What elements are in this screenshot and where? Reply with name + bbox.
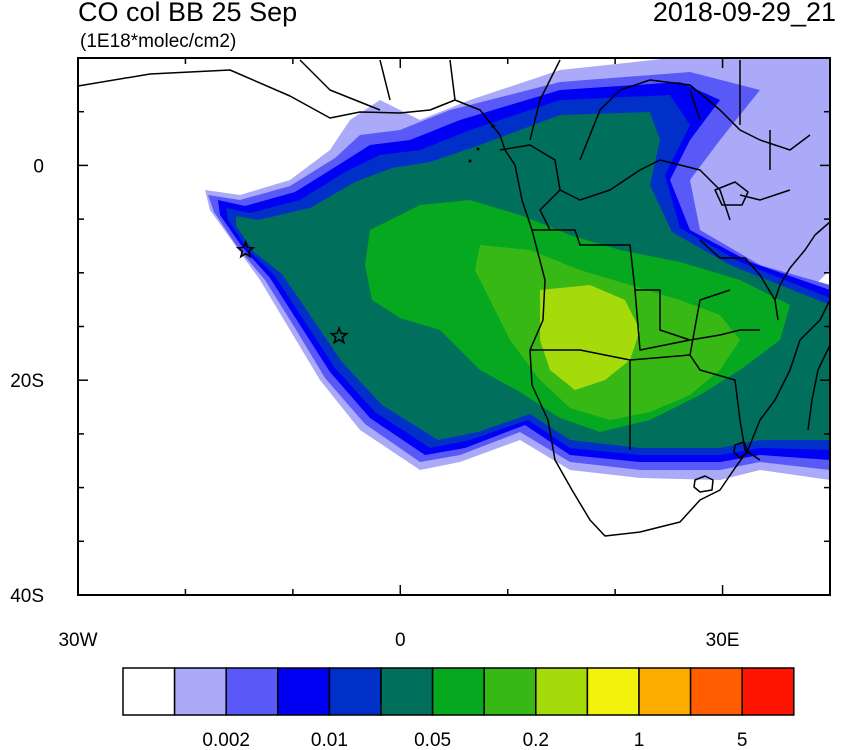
colorbar-box: [122, 667, 176, 716]
lesotho-border: [693, 475, 714, 493]
colorbar-box: [586, 667, 640, 716]
colorbar-box: [638, 667, 692, 716]
colorbar-box: [277, 667, 331, 716]
coastline-west-africa: [78, 69, 830, 537]
island-markers: [468, 124, 495, 163]
colorbar-box: [380, 667, 434, 716]
axis-tick-labels: 30W 0 30E 0 20S 40S: [10, 156, 739, 651]
colorbar-label: 5: [737, 730, 748, 750]
plot-title: CO col BB 25 Sep: [78, 0, 298, 27]
lon-tick-label: 30W: [58, 630, 97, 651]
co-column-field: [205, 58, 830, 480]
coastline-madagascar: [807, 344, 830, 431]
colorbar-box: [431, 667, 485, 716]
country-borders: [299, 59, 811, 461]
colorbar-label: 0.01: [311, 730, 348, 750]
plot-datetime: 2018-09-29_21: [652, 0, 836, 27]
colorbar: 0.002 0.01 0.05 0.2 1 5: [122, 667, 795, 750]
axis-ticks: [77, 57, 831, 596]
site-markers: [235, 239, 349, 345]
colorbar-box: [173, 667, 227, 716]
lon-tick-label: 30E: [706, 630, 740, 651]
colorbar-box: [225, 667, 279, 716]
colorbar-label: 0.002: [202, 730, 250, 750]
lat-tick-label: 20S: [10, 371, 44, 392]
co-contour-level-8: [540, 285, 640, 390]
colorbar-label: 0.2: [523, 730, 549, 750]
colorbar-boxes: [122, 667, 795, 716]
colorbar-box: [535, 667, 589, 716]
colorbar-box: [483, 667, 537, 716]
coastlines-and-borders: [78, 59, 830, 537]
colorbar-labels: 0.002 0.01 0.05 0.2 1 5: [202, 730, 747, 750]
lake-victoria: [714, 181, 749, 206]
lat-tick-label: 0: [33, 156, 44, 177]
lon-tick-label: 0: [395, 630, 406, 651]
colorbar-label: 0.05: [414, 730, 451, 750]
swaziland-border: [733, 441, 749, 459]
lat-tick-label: 40S: [10, 586, 44, 607]
map-plot: 30W 0 30E 0 20S 40S: [10, 57, 831, 651]
colorbar-box: [328, 667, 382, 716]
plot-units: (1E18*molec/cm2): [80, 31, 237, 52]
star-marker-1: [235, 239, 256, 259]
colorbar-label: 1: [634, 730, 645, 750]
colorbar-box: [741, 667, 795, 716]
star-marker-2: [329, 325, 349, 345]
colorbar-box: [689, 667, 743, 716]
